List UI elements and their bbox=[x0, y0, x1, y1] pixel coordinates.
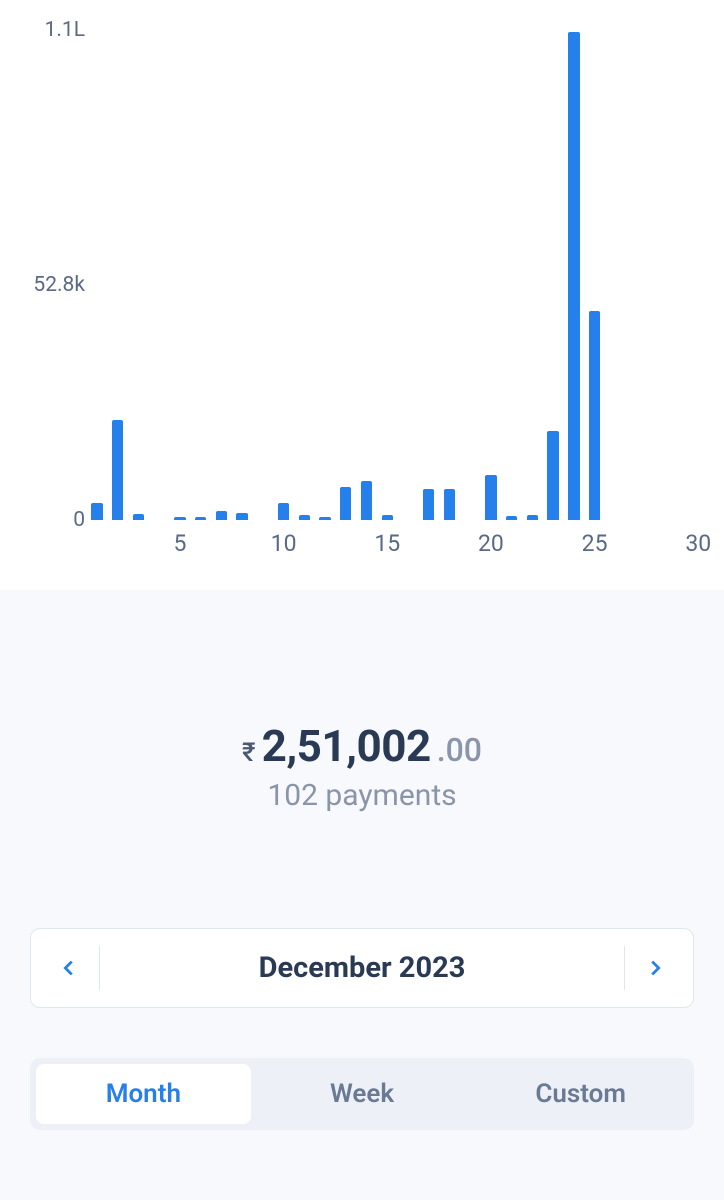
chart-bar[interactable] bbox=[91, 503, 102, 520]
x-axis-tick: 15 bbox=[374, 530, 400, 557]
chart-bar[interactable] bbox=[485, 475, 496, 520]
chart-section: 1.1L 52.8k 0 5 10 15 20 25 30 bbox=[0, 0, 724, 590]
chart-bar[interactable] bbox=[568, 32, 579, 520]
chart-plot bbox=[97, 30, 704, 520]
next-period-button[interactable] bbox=[625, 929, 685, 1007]
x-axis-tick: 20 bbox=[478, 530, 504, 557]
chart-container: 1.1L 52.8k 0 5 10 15 20 25 30 bbox=[15, 10, 709, 570]
summary-section: ₹ 2,51,002.00 102 payments December 2023… bbox=[0, 590, 724, 1200]
chart-bar[interactable] bbox=[361, 481, 372, 520]
chart-bar[interactable] bbox=[340, 487, 351, 520]
y-axis-tick: 0 bbox=[15, 508, 85, 532]
chart-bar[interactable] bbox=[278, 503, 289, 520]
x-axis-tick: 30 bbox=[685, 530, 711, 557]
chart-bar[interactable] bbox=[423, 489, 434, 520]
chart-bar[interactable] bbox=[547, 431, 558, 520]
y-axis-tick: 1.1L bbox=[15, 18, 85, 42]
payments-count: 102 payments bbox=[30, 778, 694, 813]
period-label: December 2023 bbox=[100, 951, 624, 985]
chart-bar[interactable] bbox=[444, 489, 455, 520]
chart-bar[interactable] bbox=[382, 515, 393, 520]
y-axis-tick: 52.8k bbox=[15, 273, 85, 297]
amount-main: 2,51,002 bbox=[262, 720, 431, 772]
range-tabs: MonthWeekCustom bbox=[30, 1058, 694, 1130]
chevron-right-icon bbox=[644, 957, 666, 979]
x-axis-tick: 10 bbox=[271, 530, 297, 557]
chart-bar[interactable] bbox=[236, 513, 247, 520]
chart-bar[interactable] bbox=[319, 517, 330, 520]
currency-symbol: ₹ bbox=[242, 738, 256, 768]
chart-bar[interactable] bbox=[527, 515, 538, 520]
chart-bar[interactable] bbox=[216, 511, 227, 520]
x-axis-tick: 5 bbox=[173, 530, 186, 557]
amount-decimal: .00 bbox=[437, 731, 482, 769]
chart-bar[interactable] bbox=[112, 420, 123, 520]
chart-bar[interactable] bbox=[506, 516, 517, 520]
chart-bar[interactable] bbox=[589, 311, 600, 520]
tab-custom[interactable]: Custom bbox=[473, 1064, 688, 1124]
period-navigator: December 2023 bbox=[30, 928, 694, 1008]
tab-month[interactable]: Month bbox=[36, 1064, 251, 1124]
chart-bar[interactable] bbox=[133, 514, 144, 520]
prev-period-button[interactable] bbox=[39, 929, 99, 1007]
x-axis-tick: 25 bbox=[582, 530, 608, 557]
chevron-left-icon bbox=[58, 957, 80, 979]
chart-bar[interactable] bbox=[174, 517, 185, 520]
amount-row: ₹ 2,51,002.00 bbox=[30, 720, 694, 772]
chart-bar[interactable] bbox=[195, 517, 206, 520]
chart-bar[interactable] bbox=[299, 515, 310, 520]
tab-week[interactable]: Week bbox=[255, 1064, 470, 1124]
chart-x-axis: 51015202530 bbox=[97, 530, 704, 570]
